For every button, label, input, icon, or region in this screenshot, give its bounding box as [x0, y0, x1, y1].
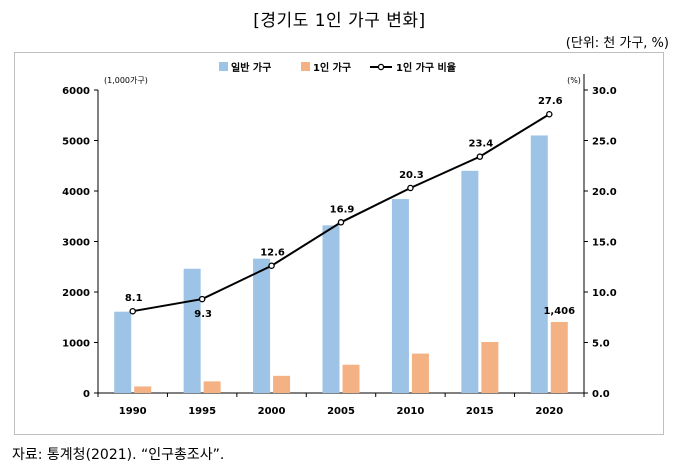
y-left-tick-label: 2000 [62, 288, 90, 299]
bar-general [114, 311, 132, 393]
y-left-tick-label: 5000 [62, 137, 90, 148]
x-tick-label: 2020 [535, 406, 563, 417]
y-left-unit: (1,000가구) [104, 76, 148, 85]
x-tick-label: 2015 [466, 406, 494, 417]
x-tick-label: 2005 [327, 406, 355, 417]
ratio-data-label: 12.6 [260, 248, 285, 259]
axes: 0 1000 2000 3000 4000 5000 6000 0.0 5.0 10.0 15.0 2… [62, 74, 617, 417]
y-right-unit: (%) [567, 76, 581, 85]
y-left-tick-label: 4000 [62, 187, 90, 198]
ratio-point [546, 110, 553, 118]
ratio-point [337, 219, 345, 226]
chart-frame [14, 52, 664, 435]
y-right-tick-label: 10.0 [592, 288, 617, 299]
source-note: 자료: 통계청(2021). “인구총조사”. [12, 447, 225, 463]
y-right-tick-label: 5.0 [592, 339, 610, 350]
legend-swatch-general [219, 62, 228, 71]
ratio-data-label: 8.1 [125, 293, 143, 304]
ratio-point [407, 184, 414, 192]
bar-general [253, 258, 271, 393]
bars [114, 135, 568, 393]
bar-data-label: 1,406 [543, 306, 575, 317]
ratio-point [198, 295, 206, 303]
ratio-data-label: 23.4 [469, 139, 494, 150]
bar-single [273, 375, 291, 393]
data-labels: 8.1 9.3 12.6 16.9 20.3 23.4 27.6 1,406 [125, 96, 575, 320]
bar-single [481, 341, 499, 393]
bar-single [342, 364, 360, 393]
y-right-tick-label: 15.0 [592, 238, 617, 249]
y-right-tick-label: 30.0 [592, 86, 617, 97]
bar-general [183, 268, 201, 393]
y-right-tick-label: 25.0 [592, 137, 617, 148]
y-left-tick-label: 3000 [62, 238, 90, 249]
x-tick-label: 2010 [397, 406, 425, 417]
chart-title: [경기도 1인 가구 변화] [253, 11, 426, 31]
y-right-tick-label: 0.0 [592, 389, 610, 400]
ratio-point [476, 153, 484, 160]
legend-swatch-single [301, 62, 310, 71]
x-tick-label: 2000 [258, 406, 286, 417]
legend: 일반 가구 1인 가구 1인 가구 비율 [219, 61, 456, 74]
ratio-data-label: 27.6 [538, 96, 563, 107]
legend-marker-ratio [377, 63, 385, 71]
x-tick-label: 1990 [119, 406, 147, 417]
legend-label-general: 일반 가구 [231, 61, 271, 74]
y-left-tick-label: 1000 [62, 339, 90, 350]
unit-note: (단위: 천 가구, %) [565, 36, 669, 51]
y-right-tick-label: 20.0 [592, 187, 617, 198]
bar-general [391, 199, 409, 393]
x-tick-label: 1995 [188, 406, 216, 417]
bar-general [461, 170, 479, 393]
y-left-tick-label: 0 [83, 389, 90, 400]
legend-label-ratio: 1인 가구 비율 [396, 61, 456, 74]
bar-single [550, 321, 568, 393]
ratio-data-label: 9.3 [194, 309, 212, 320]
ratio-data-label: 16.9 [330, 204, 355, 215]
bar-general [530, 135, 548, 393]
bar-single [134, 386, 152, 393]
ratio-point [268, 262, 275, 269]
ratio-line [129, 110, 553, 315]
bar-single [411, 353, 429, 393]
ratio-point [129, 307, 136, 315]
ratio-data-label: 20.3 [399, 170, 424, 181]
bar-general [322, 225, 340, 393]
legend-label-single: 1인 가구 [313, 61, 351, 74]
bar-single [203, 381, 221, 393]
y-left-tick-label: 6000 [62, 86, 90, 97]
